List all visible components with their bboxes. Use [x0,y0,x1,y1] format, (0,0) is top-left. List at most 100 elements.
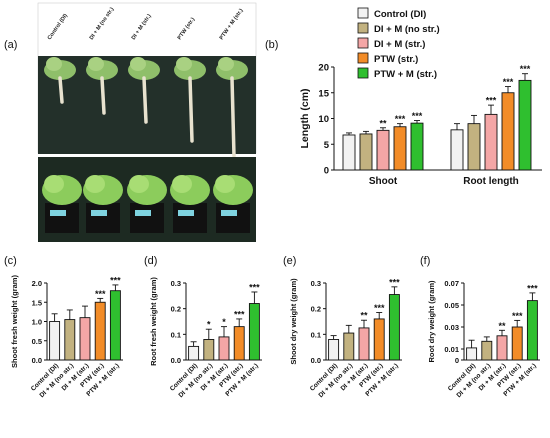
panel-b-label: (b) [265,39,278,51]
bar [526,300,538,361]
bar [511,326,523,361]
y-tick-label: 0.0 [311,356,321,365]
bar [203,339,215,361]
pot [216,203,250,233]
bar [388,294,400,361]
bar [481,340,493,361]
bar [233,326,245,361]
bar [94,301,106,361]
significance-label: *** [249,282,260,292]
panel-f: (f) 0 0.01 0.03 0.05 0.07 Root dry weight (gr… [420,255,540,399]
panel-d-label: (d) [144,255,157,267]
y-tick-label: 0.3 [171,279,181,288]
significance-label: *** [527,283,538,293]
pot [86,203,120,233]
pot-tag [221,210,237,216]
bar [248,303,260,361]
bar [450,129,464,171]
y-tick-label: 0.1 [311,330,321,339]
y-tick-label: 10 [318,114,329,125]
pot [45,203,79,233]
panel-e-label: (e) [283,255,296,267]
significance-label: *** [486,96,497,106]
panel-a: (a) Control (DI) DI + M (no str.) DI + M (… [4,2,257,242]
bar [467,123,481,171]
y-tick-label: 15 [318,88,329,99]
panel-c-label: (c) [4,255,17,267]
significance-label: ** [379,118,387,128]
y-tick-label: 0.0 [171,356,181,365]
pot [130,203,164,233]
significance-label: *** [389,277,400,287]
bar [484,113,498,171]
y-tick-label: 5 [324,140,330,151]
legend-swatch [357,7,369,19]
pot-tag [50,210,66,216]
y-tick-label: 0.2 [311,305,321,314]
bar [496,335,508,361]
panel-a-label: (a) [4,39,17,51]
bar [466,347,478,361]
y-tick-label: 1.0 [32,318,42,327]
legend-swatch [357,22,369,34]
pot-plant-leaves [129,175,149,193]
significance-label: *** [95,289,106,299]
significance-label: *** [503,77,514,87]
x-category-label: Root length [463,176,519,187]
significance-label: *** [234,309,245,319]
legend-label: DI + M (no str.) [374,24,440,35]
x-category-label: Shoot [369,176,398,187]
seedling-root [142,76,148,124]
panel-d: (d) 0.0 0.1 0.2 0.3 Root fresh weight (gram)… [144,255,262,399]
significance-label: *** [374,303,385,313]
y-axis-title: Shoot fresh weight (gram) [10,275,19,368]
pot-tag [178,210,194,216]
seedling-root [100,76,106,115]
y-tick-label: 0.01 [444,345,459,354]
y-tick-label: 0.07 [444,279,459,288]
bar [358,327,370,361]
pot-tag [135,210,151,216]
pot-plant-leaves [85,175,105,193]
y-tick-label: 0.2 [171,305,181,314]
legend-swatch [357,67,369,79]
significance-label: * [207,320,211,330]
y-tick-label: 0.03 [444,323,459,332]
y-tick-label: 2.0 [32,279,42,288]
bar [64,319,76,361]
panel-f-label: (f) [420,255,430,267]
bar [376,129,390,171]
seedling-leaves [130,57,146,71]
pot-plant-leaves [215,175,235,193]
bar [218,336,230,361]
bar [79,317,91,361]
significance-label: * [222,317,226,327]
bar [343,332,355,361]
legend-swatch [357,52,369,64]
significance-label: *** [512,311,523,321]
y-axis-title: Shoot dry weight (gram) [289,278,298,365]
seedling-root [230,76,236,158]
bar [109,290,121,361]
y-tick-label: 0 [324,166,329,177]
significance-label: *** [412,111,423,121]
pot [173,203,207,233]
legend-label: PTW (str.) [374,54,418,65]
significance-label: ** [498,321,506,331]
y-axis-title: Root fresh weight (gram) [149,277,158,366]
seedling-leaves [46,57,62,71]
seedlings [44,57,248,158]
bar [188,345,200,361]
legend-label: Control (DI) [374,9,426,20]
legend-swatch [357,37,369,49]
y-axis-title: Root dry weight (gram) [427,280,436,363]
y-tick-label: 20 [318,63,329,74]
legend-label: PTW + M (str.) [374,69,437,80]
y-tick-label: 1.5 [32,298,42,307]
pots [42,175,253,233]
y-tick-label: 0.1 [171,330,181,339]
bar [393,126,407,171]
y-tick-label: 0.3 [311,279,321,288]
y-tick-label: 0.05 [444,301,459,310]
